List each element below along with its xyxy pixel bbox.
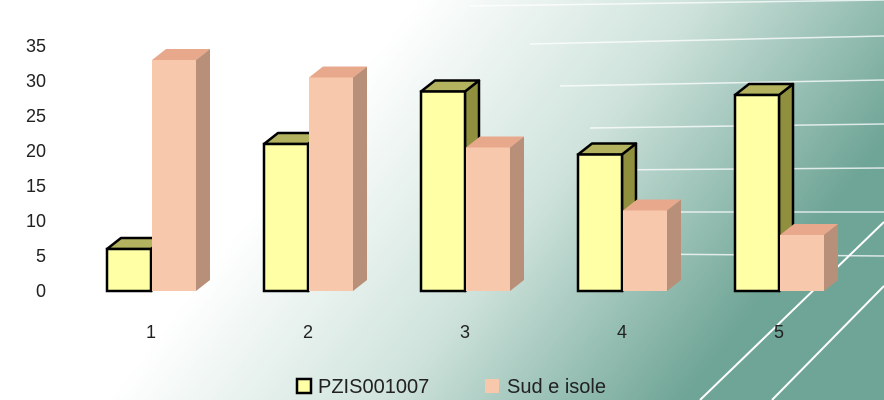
bar-2-3	[466, 136, 524, 291]
background-diagonal-line	[771, 285, 884, 400]
x-tick-label: 1	[146, 322, 156, 342]
bar-front-face	[780, 235, 824, 291]
bar-side-face	[510, 136, 524, 291]
x-tick-label: 4	[617, 322, 627, 342]
y-tick-label: 30	[26, 71, 46, 91]
legend-swatch-series-1	[295, 377, 313, 395]
bar-2-2	[309, 66, 367, 291]
bar-top-face	[152, 49, 210, 60]
bar-side-face	[824, 224, 838, 291]
y-tick-label: 25	[26, 106, 46, 126]
legend-label-series-2: Sud e isole	[507, 376, 606, 398]
background-stripe	[529, 35, 884, 45]
x-axis: 1 2 3 4 5	[146, 322, 784, 342]
bar-side-face	[353, 66, 367, 291]
bar-top-face	[623, 199, 681, 211]
bar-front-face	[152, 60, 196, 291]
y-tick-label: 10	[26, 211, 46, 231]
background-stripe	[469, 0, 884, 7]
bar-side-face	[196, 49, 210, 291]
bar-top-face	[309, 66, 367, 78]
y-tick-label: 20	[26, 141, 46, 161]
legend: PZIS001007 Sud e isole	[295, 376, 606, 398]
bar-top-face	[780, 224, 838, 235]
y-tick-label: 0	[36, 281, 46, 301]
background-diagonal-line	[699, 221, 884, 400]
background-stripe	[559, 79, 884, 87]
y-tick-label: 35	[26, 36, 46, 56]
bar-1-5	[733, 82, 795, 293]
bar-front-face	[309, 77, 353, 291]
bar-front-face	[576, 153, 624, 293]
bar-front-face	[466, 147, 510, 291]
bar-front-face	[105, 247, 153, 293]
legend-label-series-1: PZIS001007	[318, 376, 429, 398]
bar-2-4	[623, 199, 681, 291]
bar-side-face	[667, 199, 681, 291]
legend-swatch-series-2	[485, 379, 499, 393]
x-tick-label: 5	[774, 322, 784, 342]
bar-front-face	[733, 93, 781, 293]
bar-2-1	[152, 49, 210, 291]
bar-front-face	[623, 210, 667, 291]
x-tick-label: 3	[460, 322, 470, 342]
bar-front-face	[419, 90, 467, 293]
y-axis: 0 5 10 15 20 25 30 35	[26, 36, 46, 301]
bar-top-face	[466, 136, 524, 148]
x-tick-label: 2	[303, 322, 313, 342]
bar-front-face	[262, 142, 310, 293]
y-tick-label: 5	[36, 246, 46, 266]
bar-2-5	[780, 224, 838, 291]
y-tick-label: 15	[26, 176, 46, 196]
